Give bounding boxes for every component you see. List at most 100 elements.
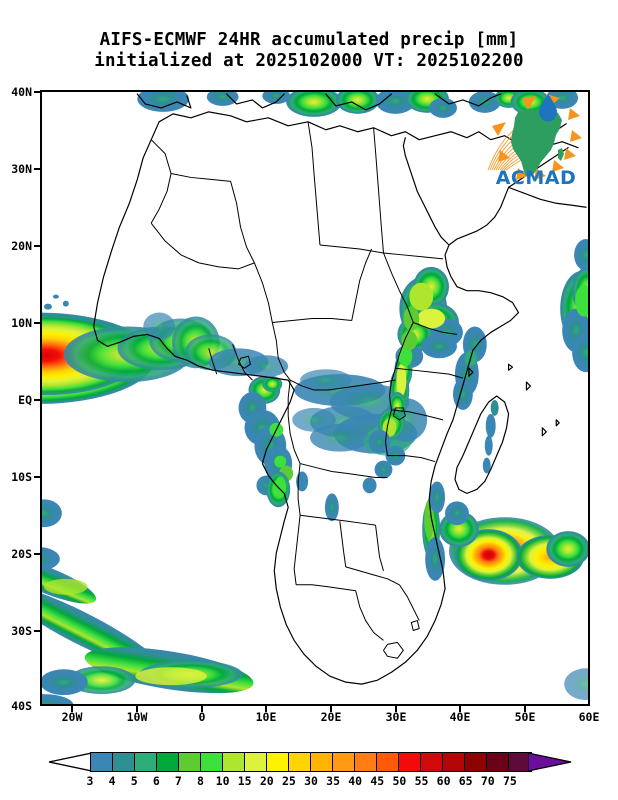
colorbar-cell	[179, 753, 201, 771]
precipitation-map	[42, 92, 588, 704]
precip-madagascar	[482, 399, 499, 474]
colorbar-cell	[465, 753, 487, 771]
colorbar-cell	[201, 753, 223, 771]
logo-madagascar-shape	[558, 148, 564, 161]
colorbar-cell	[333, 753, 355, 771]
colorbar-tick-label: 5	[130, 774, 138, 788]
logo-africa-shape	[511, 109, 562, 178]
x-tick-label: 10W	[126, 710, 148, 724]
page-title: AIFS-ECMWF 24HR accumulated precip [mm]	[99, 30, 519, 50]
colorbar-tick-label: 50	[392, 774, 407, 788]
y-tick-mark	[34, 630, 40, 632]
x-tick-mark	[395, 706, 397, 712]
x-tick-label: 40E	[449, 710, 471, 724]
x-tick-label: 30E	[385, 710, 407, 724]
y-tick-label: 20S	[11, 547, 32, 561]
y-tick-label: 10N	[11, 316, 32, 330]
chart-subtitle: initialized at 2025102000 VT: 2025102200	[94, 50, 524, 71]
map-borders	[150, 121, 464, 659]
x-tick-mark	[459, 706, 461, 712]
x-tick-mark	[201, 706, 203, 712]
colorbar-cell	[355, 753, 377, 771]
colorbar-cell	[443, 753, 465, 771]
x-tick-mark	[265, 706, 267, 712]
colorbar-tick-label: 3	[86, 774, 94, 788]
x-tick-label: 10E	[255, 710, 277, 724]
colorbar-tick-label: 70	[480, 774, 495, 788]
colorbar-over-arrow	[528, 752, 572, 772]
precip-ethiopia	[395, 266, 463, 369]
precip-south-atlantic-blob	[42, 499, 62, 528]
x-tick-label: 20E	[320, 710, 342, 724]
colorbar-tick-label: 25	[281, 774, 296, 788]
colorbar-cell	[421, 753, 443, 771]
colorbar-tick-label: 7	[174, 774, 182, 788]
acmad-logo-graphic: ACMAD	[487, 94, 582, 188]
logo-wordmark: ACMAD	[496, 167, 577, 188]
precip-south-atlantic-front	[42, 547, 254, 704]
y-tick-mark	[34, 322, 40, 324]
colorbar-tick-labels: 3 4 5 6 7 8 10 15 20 25 30 35 40 45 50 55 60 65 70 75	[48, 774, 572, 790]
y-tick-label: 30S	[11, 624, 32, 638]
colorbar-tick-label: 60	[436, 774, 451, 788]
colorbar-cell	[223, 753, 245, 771]
colorbar-cell	[91, 753, 113, 771]
precip-west-africa	[42, 312, 289, 404]
colorbar-tick-label: 45	[370, 774, 385, 788]
precip-se-corner	[564, 668, 588, 701]
colorbar-cell	[245, 753, 267, 771]
colorbar-tick-label: 55	[414, 774, 429, 788]
colorbar-under-arrow	[48, 752, 93, 772]
colorbar-swatches	[90, 752, 532, 772]
colorbar-cell	[267, 753, 289, 771]
colorbar-tick-label: 75	[502, 774, 517, 788]
colorbar-cell	[135, 753, 157, 771]
colorbar-tick-label: 6	[152, 774, 160, 788]
x-tick-mark	[136, 706, 138, 712]
acmad-logo: ACMAD	[484, 92, 588, 188]
precip-horn-of-africa	[452, 326, 487, 410]
colorbar-tick-label: 4	[108, 774, 116, 788]
y-tick-label: 40S	[11, 699, 32, 713]
chart-title-block: AIFS-ECMWF 24HR accumulated precip [mm] …	[0, 30, 618, 71]
logo-droplet-icon	[539, 94, 557, 122]
colorbar-cell	[487, 753, 509, 771]
colorbar-cell	[311, 753, 333, 771]
colorbar-tick-label: 35	[326, 774, 341, 788]
colorbar-cell	[509, 753, 531, 771]
colorbar-tick-label: 30	[304, 774, 318, 788]
y-tick-mark	[34, 91, 40, 93]
colorbar	[48, 752, 572, 772]
y-tick-mark	[34, 399, 40, 401]
y-tick-mark	[34, 168, 40, 170]
x-tick-mark	[524, 706, 526, 712]
colorbar-tick-label: 40	[348, 774, 363, 788]
y-tick-label: 10S	[11, 470, 32, 484]
x-tick-mark	[330, 706, 332, 712]
x-tick-label: 0	[198, 710, 206, 724]
colorbar-tick-label: 65	[458, 774, 473, 788]
x-tick-mark	[71, 706, 73, 712]
precip-south-indian-ocean	[439, 501, 588, 585]
precip-indian-ocean-east	[560, 239, 588, 373]
y-tick-label: 20N	[11, 239, 32, 253]
colorbar-cell	[157, 753, 179, 771]
colorbar-tick-label: 10	[215, 774, 230, 788]
colorbar-cell	[113, 753, 135, 771]
colorbar-tick-label: 15	[237, 774, 252, 788]
colorbar-cell	[399, 753, 421, 771]
precip-sahel-scatter	[43, 294, 69, 310]
y-tick-label: 40N	[11, 85, 32, 99]
x-tick-label: 60E	[578, 710, 600, 724]
y-tick-mark	[34, 553, 40, 555]
y-tick-mark	[34, 476, 40, 478]
precip-great-lakes	[368, 330, 418, 454]
y-tick-label: 30N	[11, 162, 32, 176]
map-plot-area	[40, 90, 590, 706]
y-tick-label: EQ	[18, 393, 32, 407]
x-tick-label: 20W	[61, 710, 83, 724]
precip-congo-west	[238, 376, 294, 496]
precip-mozambique	[422, 481, 446, 581]
logo-arrows	[492, 94, 582, 180]
